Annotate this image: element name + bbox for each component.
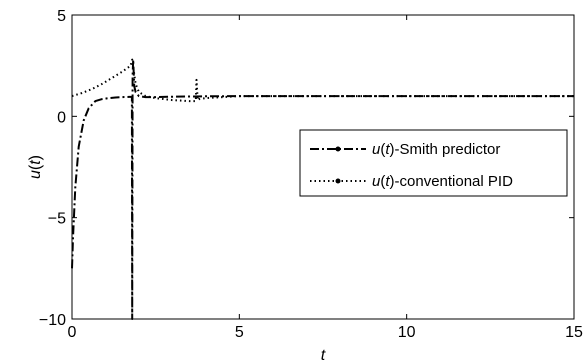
- legend: u(t)-Smith predictor u(t)-conventional P…: [299, 129, 568, 197]
- legend-box: [299, 129, 568, 197]
- series-layer: [71, 58, 574, 320]
- axis-ticks: [71, 14, 575, 320]
- x-tick-label: 15: [565, 324, 583, 341]
- y-tick-label: −5: [48, 211, 66, 228]
- series-line-pid: [71, 58, 574, 103]
- legend-marker-pid: [335, 178, 341, 184]
- y-tick-label: 0: [57, 109, 66, 126]
- legend-label-smith: u(t)-Smith predictor: [372, 141, 500, 158]
- x-tick-label: 5: [235, 324, 244, 341]
- series-line-smith: [71, 58, 574, 320]
- legend-marker-smith: [335, 146, 341, 152]
- y-tick-label: −10: [39, 312, 66, 329]
- x-tick-label: 0: [68, 324, 77, 341]
- axis-tick-labels: 0 5 10 15 5 0 −5 −10: [39, 8, 583, 341]
- y-tick-label: 5: [57, 8, 66, 25]
- legend-label-pid: u(t)-conventional PID: [372, 173, 513, 190]
- x-axis-label: t: [321, 347, 326, 362]
- x-tick-label: 10: [398, 324, 416, 341]
- y-axis-label: u(t): [27, 155, 44, 179]
